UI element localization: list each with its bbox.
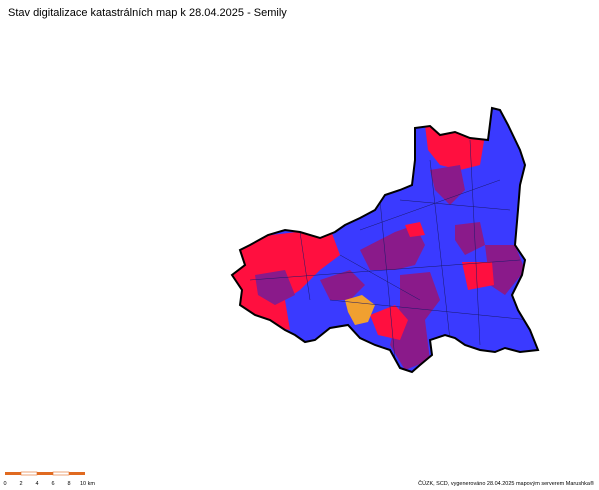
credit: ČÚZK, SCD, vygenerováno 28.04.2025 mapov… — [418, 480, 594, 487]
scale-label: 8 — [67, 481, 70, 487]
scale-bar — [5, 471, 85, 476]
scale-label: 10 km — [80, 481, 95, 487]
region-outline — [230, 106, 540, 374]
scale-label: 0 — [3, 481, 6, 487]
scale-label: 6 — [51, 481, 54, 487]
scale-label: 2 — [19, 481, 22, 487]
scale-label: 4 — [35, 481, 38, 487]
map-title: Stav digitalizace katastrálních map k 28… — [8, 7, 287, 19]
district-borders — [249, 139, 531, 361]
